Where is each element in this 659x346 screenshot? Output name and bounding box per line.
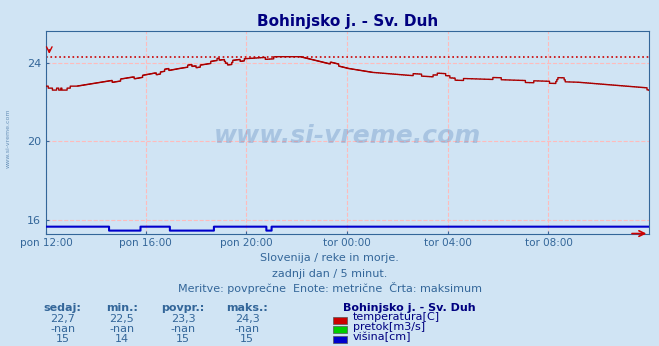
Text: www.si-vreme.com: www.si-vreme.com (214, 125, 481, 148)
Text: Bohinjsko j. - Sv. Duh: Bohinjsko j. - Sv. Duh (343, 303, 475, 313)
Text: -nan: -nan (171, 324, 196, 334)
Text: -nan: -nan (50, 324, 75, 334)
Text: 15: 15 (240, 334, 254, 344)
Text: 14: 14 (115, 334, 129, 344)
Text: temperatura[C]: temperatura[C] (353, 312, 440, 322)
Text: 22,5: 22,5 (109, 315, 134, 325)
Text: 24,3: 24,3 (235, 315, 260, 325)
Text: www.si-vreme.com: www.si-vreme.com (6, 109, 11, 168)
Text: 15: 15 (55, 334, 70, 344)
Text: povpr.:: povpr.: (161, 303, 205, 313)
Text: višina[cm]: višina[cm] (353, 331, 411, 342)
Text: -nan: -nan (109, 324, 134, 334)
Text: pretok[m3/s]: pretok[m3/s] (353, 322, 424, 332)
Text: sedaj:: sedaj: (43, 303, 82, 313)
Text: zadnji dan / 5 minut.: zadnji dan / 5 minut. (272, 269, 387, 279)
Text: Slovenija / reke in morje.: Slovenija / reke in morje. (260, 253, 399, 263)
Text: 23,3: 23,3 (171, 315, 196, 325)
Text: min.:: min.: (106, 303, 138, 313)
Text: maks.:: maks.: (226, 303, 268, 313)
Title: Bohinjsko j. - Sv. Duh: Bohinjsko j. - Sv. Duh (257, 13, 438, 29)
Text: 22,7: 22,7 (50, 315, 75, 325)
Text: -nan: -nan (235, 324, 260, 334)
Text: Meritve: povprečne  Enote: metrične  Črta: maksimum: Meritve: povprečne Enote: metrične Črta:… (177, 282, 482, 294)
Text: 15: 15 (176, 334, 190, 344)
